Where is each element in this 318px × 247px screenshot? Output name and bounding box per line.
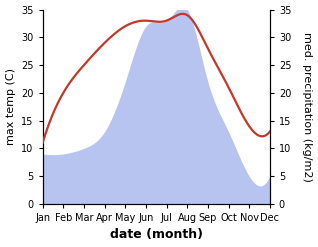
X-axis label: date (month): date (month) xyxy=(110,228,203,242)
Y-axis label: max temp (C): max temp (C) xyxy=(5,68,16,145)
Y-axis label: med. precipitation (kg/m2): med. precipitation (kg/m2) xyxy=(302,32,313,182)
